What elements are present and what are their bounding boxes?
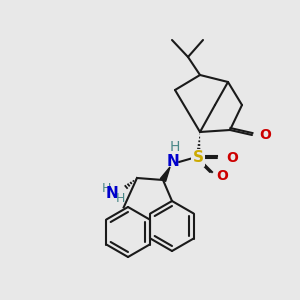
Polygon shape xyxy=(160,167,170,182)
Text: H: H xyxy=(101,182,111,194)
Text: N: N xyxy=(106,187,118,202)
Text: H: H xyxy=(170,140,180,154)
Text: S: S xyxy=(193,151,203,166)
Text: N: N xyxy=(167,154,179,169)
Text: O: O xyxy=(259,128,271,142)
Text: H: H xyxy=(115,193,125,206)
Text: O: O xyxy=(216,169,228,183)
Text: O: O xyxy=(226,151,238,165)
